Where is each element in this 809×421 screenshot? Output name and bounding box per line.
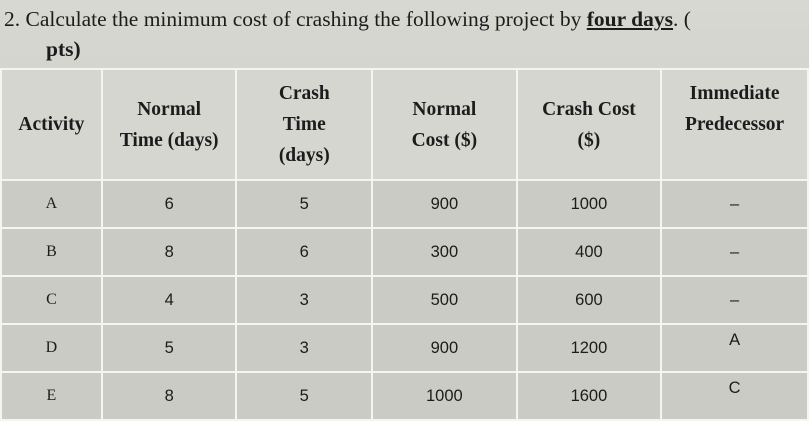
predecessor-cell: – (660, 275, 809, 325)
crashing-table: Activity Normal Time (days) Crash Time (… (0, 68, 809, 421)
header-normal-cost-line2: Cost ($) (411, 129, 478, 151)
header-activity: Activity (0, 68, 103, 181)
predecessor-value: A (729, 330, 741, 349)
question-line-1: 2. Calculate the minimum cost of crashin… (4, 4, 809, 34)
header-crash-time-line2: Time (282, 114, 326, 135)
header-crash-time-line1: Crash (278, 83, 330, 104)
question-line-2: pts) (46, 37, 81, 61)
normal-time-cell: 5 (100, 323, 238, 373)
activity-cell: D (0, 323, 103, 373)
crash-time-cell: 5 (235, 371, 374, 421)
question-text: 2. Calculate the minimum cost of crashin… (4, 4, 809, 64)
activity-cell: E (0, 371, 103, 421)
crash-cost-cell: 1000 (515, 179, 663, 229)
crash-time-cell: 5 (235, 179, 374, 229)
header-normal-cost: Normal Cost ($) (371, 68, 518, 181)
predecessor-value: C (728, 378, 741, 397)
normal-time-cell: 8 (100, 371, 238, 421)
table-row: A 6 5 900 1000 – (0, 179, 809, 229)
header-crash-time-line3: (days) (278, 145, 330, 166)
header-predecessor: Immediate Predecessor (660, 68, 809, 181)
header-crash-cost: Crash Cost ($) (515, 68, 663, 181)
normal-time-cell: 6 (100, 179, 238, 229)
crash-time-cell: 3 (235, 275, 374, 325)
table-row: B 8 6 300 400 – (0, 227, 809, 277)
header-row: Activity Normal Time (days) Crash Time (… (0, 68, 809, 181)
table-row: D 5 3 900 1200 A (0, 323, 809, 373)
predecessor-cell: – (660, 227, 809, 277)
normal-cost-cell: 900 (371, 323, 518, 373)
header-crash-cost-line1: Crash Cost (542, 98, 636, 120)
crash-time-cell: 6 (235, 227, 374, 277)
normal-cost-cell: 300 (371, 227, 518, 277)
activity-cell: A (0, 179, 103, 229)
question-suffix: . ( (673, 7, 691, 31)
header-predecessor-line1: Immediate (689, 83, 780, 104)
normal-time-cell: 8 (100, 227, 238, 277)
header-normal-cost-line1: Normal (412, 98, 477, 120)
normal-time-cell: 4 (100, 275, 238, 325)
header-crash-time: Crash Time (days) (235, 68, 374, 181)
table-row: E 8 5 1000 1600 C (0, 371, 809, 421)
normal-cost-cell: 900 (371, 179, 518, 229)
normal-cost-cell: 1000 (371, 371, 518, 421)
question-prefix: 2. Calculate the minimum cost of crashin… (4, 7, 587, 31)
crash-cost-cell: 600 (515, 275, 663, 325)
activity-cell: C (0, 275, 103, 325)
crash-time-cell: 3 (235, 323, 374, 373)
crash-cost-cell: 1600 (515, 371, 663, 421)
crash-cost-cell: 400 (515, 227, 663, 277)
table-row: C 4 3 500 600 – (0, 275, 809, 325)
predecessor-cell: C (660, 371, 809, 421)
predecessor-cell: A (660, 323, 809, 373)
header-normal-time: Normal Time (days) (100, 68, 238, 181)
header-activity-label: Activity (18, 114, 85, 135)
predecessor-cell: – (660, 179, 809, 229)
activity-cell: B (0, 227, 103, 277)
header-crash-cost-line2: ($) (577, 129, 601, 151)
question-emphasis: four days (586, 7, 673, 31)
crash-cost-cell: 1200 (515, 323, 663, 373)
header-predecessor-line2: Predecessor (684, 114, 785, 135)
header-normal-time-line1: Normal (137, 98, 202, 120)
header-normal-time-line2: Time (days) (119, 129, 219, 151)
normal-cost-cell: 500 (371, 275, 518, 325)
